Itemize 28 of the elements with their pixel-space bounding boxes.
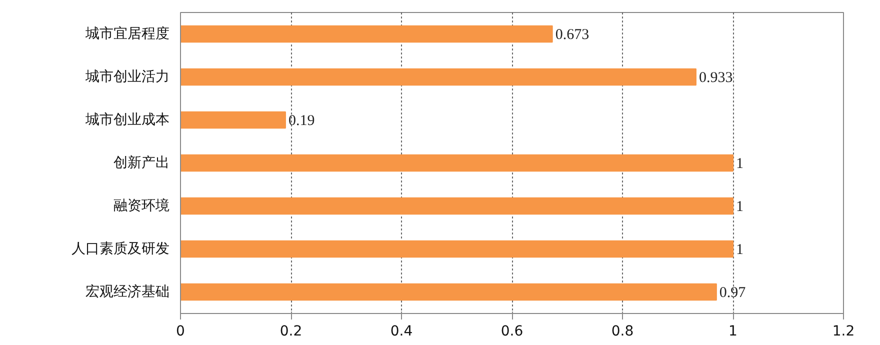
bar (180, 283, 717, 301)
data-label: 1 (736, 199, 744, 215)
y-tick-label: 城市创业活力 (84, 69, 170, 85)
y-tick-label: 人口素质及研发 (72, 241, 170, 257)
y-tick-label: 宏观经济基础 (86, 284, 170, 300)
data-label: 0.19 (288, 113, 315, 129)
bar (180, 154, 734, 172)
y-tick-label: 城市创业成本 (84, 112, 170, 128)
y-tick-label: 城市宜居程度 (84, 26, 170, 42)
x-tick-label: 0.2 (280, 324, 302, 340)
data-label: 1 (736, 156, 744, 172)
data-label: 0.933 (698, 70, 733, 86)
x-tick-label: 0 (176, 324, 185, 340)
y-tick-label: 融资环境 (114, 198, 170, 214)
x-tick-label: 0.4 (390, 324, 413, 340)
x-tick-label: 1.2 (832, 324, 855, 340)
x-tick-label: 0.6 (500, 324, 524, 340)
data-label: 0.97 (719, 285, 746, 301)
bar (180, 68, 696, 86)
data-label: 0.673 (555, 27, 590, 43)
x-tick-label: 0.8 (611, 324, 634, 340)
x-tick-label: 1 (728, 324, 738, 340)
bar (180, 240, 734, 258)
data-label: 1 (736, 242, 744, 258)
bar (180, 111, 286, 129)
bar (180, 197, 734, 215)
y-tick-label: 创新产出 (114, 155, 170, 171)
bar (180, 25, 553, 43)
